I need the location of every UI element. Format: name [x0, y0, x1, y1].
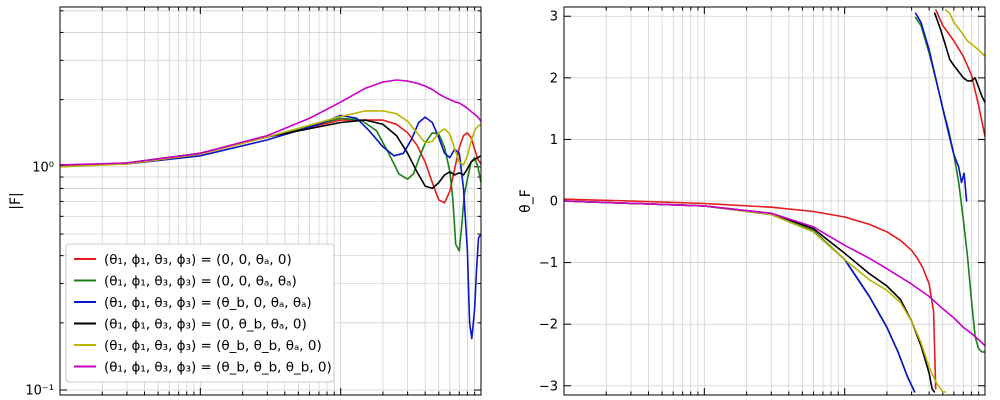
y-axis-label: |F|: [8, 192, 24, 210]
series-line: [914, 16, 985, 353]
y-tick-label: −3: [539, 379, 558, 394]
plot-frame: [563, 6, 986, 396]
phase-panel: −3 −2 −1 0 1 2 3 θ_F: [518, 6, 986, 396]
series-group: [564, 9, 985, 393]
legend-label: (θ₁, ϕ₁, θ₃, ϕ₃) = (θ_b, θ_b, θ_b, 0): [104, 360, 332, 376]
y-tick-label: 0: [550, 195, 558, 210]
magnitude-panel: 10⁻¹ 10⁰ |F|: [8, 6, 482, 399]
y-tick-label: 1: [550, 133, 558, 148]
series-line: [564, 200, 916, 393]
series-line: [564, 200, 936, 393]
series-line: [60, 79, 481, 166]
series-line: [914, 12, 968, 202]
y-tick-label: 10⁰: [32, 160, 54, 175]
series-line: [60, 117, 481, 252]
legend-label: (θ₁, ϕ₁, θ₃, ϕ₃) = (0, θ_b, θₐ, 0): [104, 317, 307, 333]
series-line: [564, 198, 937, 390]
series-line: [933, 12, 985, 104]
series-line: [935, 9, 985, 138]
legend-label: (θ₁, ϕ₁, θ₃, ϕ₃) = (0, 0, θₐ, θₐ): [104, 274, 297, 290]
series-line: [564, 200, 946, 393]
y-tick-label: −1: [539, 256, 558, 271]
legend-box: [65, 243, 335, 383]
y-tick-label: 2: [550, 71, 558, 86]
series-line: [944, 9, 985, 58]
series-line: [564, 200, 985, 347]
legend-label: (θ₁, ϕ₁, θ₃, ϕ₃) = (θ_b, 0, θₐ, θₐ): [104, 295, 312, 311]
series-line: [564, 200, 916, 393]
y-tick-label: 10⁻¹: [25, 384, 54, 399]
series-group: [60, 79, 481, 340]
x-ticks: [563, 7, 986, 395]
plot-frame: [59, 6, 482, 396]
y-tick-label: −2: [539, 318, 558, 333]
x-ticks: [59, 7, 482, 395]
series-line: [60, 110, 481, 168]
y-tick-label: 3: [550, 10, 558, 25]
legend-label: (θ₁, ϕ₁, θ₃, ϕ₃) = (0, 0, θₐ, 0): [104, 252, 292, 268]
legend-label: (θ₁, ϕ₁, θ₃, ϕ₃) = (θ_b, θ_b, θₐ, 0): [104, 338, 322, 354]
legend: (θ₁, ϕ₁, θ₃, ϕ₃) = (0, 0, θₐ, 0) (θ₁, ϕ₁,…: [65, 243, 335, 383]
y-axis-label: θ_F: [518, 189, 534, 213]
series-line: [60, 119, 481, 190]
